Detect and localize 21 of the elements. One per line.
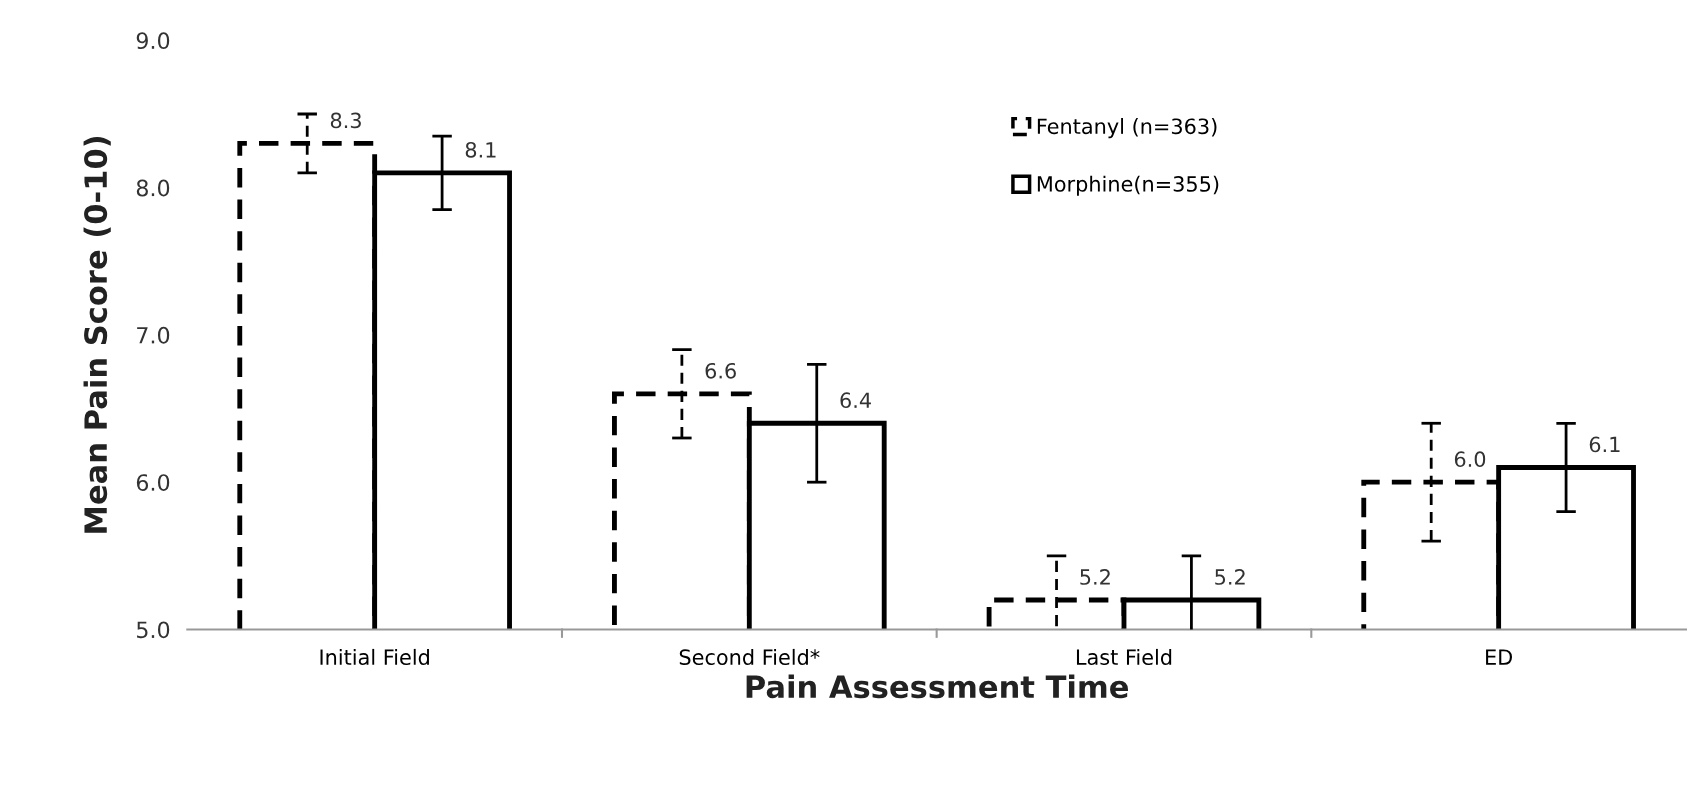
y-tick-label: 7.0 [137,326,170,344]
data-label: 6.0 [1454,451,1486,468]
legend-label: Fentanyl (n=363) [1037,118,1217,139]
y-axis-title: Mean Pain Score (0-10) [83,136,111,533]
x-tick-label: Last Field [1076,648,1172,666]
data-label: 8.3 [330,112,361,129]
y-tick-label: 9.0 [136,32,170,50]
x-axis-title: Pain Assessment Time [746,674,1128,699]
data-label: 5.2 [1080,569,1110,585]
data-label: 5.2 [1215,569,1245,585]
data-label: 6.6 [705,362,736,379]
x-tick-label: Second Field* [679,648,820,666]
data-label: 6.4 [840,392,871,409]
y-tick-label: 6.0 [136,474,170,491]
legend-label: Morphine(n=355) [1037,175,1219,196]
x-tick-label: Initial Field [320,648,429,666]
data-label: 8.1 [465,141,496,158]
y-tick-label: 8.0 [136,179,170,197]
data-label: 6.1 [1589,436,1620,453]
x-tick-label: ED [1486,649,1513,665]
y-tick-label: 5.0 [137,621,170,639]
